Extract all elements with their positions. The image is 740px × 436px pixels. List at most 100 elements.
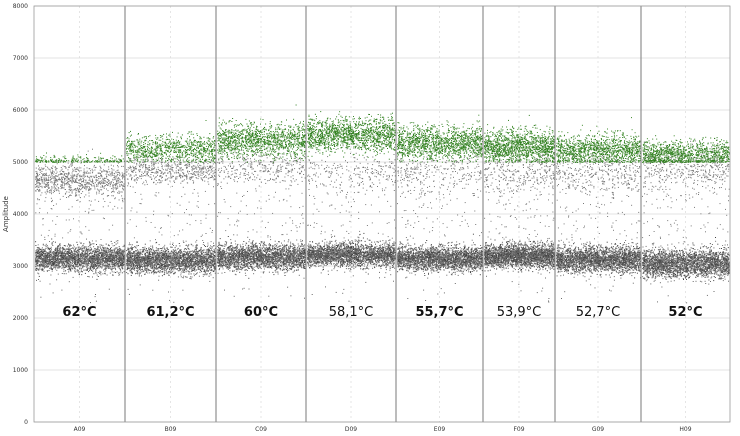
droplet-negative (104, 261, 106, 263)
droplet-mid (121, 197, 123, 199)
droplet-positive (94, 161, 96, 163)
droplet-negative (119, 274, 121, 276)
droplet-negative (99, 270, 101, 272)
droplet-negative (54, 261, 56, 263)
droplet-mid (108, 180, 110, 181)
droplet-mid (93, 176, 95, 178)
droplet-mid (84, 173, 86, 175)
droplet-mid (119, 181, 121, 183)
droplet-negative (55, 248, 57, 250)
droplet-positive (40, 156, 42, 158)
droplet-negative (68, 262, 69, 264)
droplet-negative (136, 252, 138, 254)
droplet-mid (71, 164, 73, 166)
droplet-rain (117, 207, 119, 209)
droplet-mid (39, 171, 41, 173)
droplet-mid (44, 180, 46, 182)
droplet-negative (52, 253, 54, 255)
droplet-negative (85, 261, 87, 263)
droplet-negative (74, 263, 76, 264)
droplet-negative (37, 262, 39, 264)
droplet-rain (68, 219, 70, 221)
droplet-mid (65, 178, 67, 180)
droplet-negative (109, 256, 111, 258)
droplet-mid (94, 169, 96, 171)
droplet-mid (111, 174, 113, 176)
droplet-positive (76, 160, 78, 162)
droplet-negative (109, 255, 111, 257)
droplet-rain (35, 212, 37, 214)
droplet-negative (88, 249, 90, 251)
droplet-negative (94, 248, 96, 250)
droplet-negative (175, 250, 177, 251)
droplet-mid (41, 180, 43, 182)
droplet-negative (101, 266, 103, 268)
droplet-negative (119, 258, 121, 260)
droplet-negative (61, 257, 63, 258)
droplet-rain (39, 199, 40, 201)
droplet-negative (99, 263, 101, 265)
droplet-negative (49, 260, 51, 262)
droplet-outlier (49, 283, 51, 285)
droplet-negative (119, 248, 121, 250)
droplet-mid (103, 186, 105, 188)
droplet-mid (38, 165, 39, 167)
droplet-mid (41, 167, 43, 169)
droplet-negative (41, 258, 43, 259)
droplet-negative (49, 251, 51, 253)
droplet-negative (118, 261, 120, 263)
droplet-negative (120, 258, 122, 260)
droplet-negative (81, 250, 83, 251)
droplet-negative (144, 273, 145, 275)
droplet-negative (39, 257, 41, 259)
droplet-mid (95, 175, 97, 177)
droplet-negative (192, 261, 194, 263)
droplet-mid (114, 205, 116, 207)
droplet-negative (138, 245, 139, 246)
droplet-mid (86, 170, 88, 172)
droplet-negative (36, 259, 37, 261)
droplet-mid (76, 173, 78, 175)
droplet-mid (55, 169, 57, 171)
droplet-negative (76, 270, 78, 272)
droplet-mid (54, 181, 55, 183)
droplet-negative (172, 255, 174, 256)
droplet-negative (201, 271, 203, 273)
droplet-negative (38, 264, 40, 266)
droplet-positive (116, 161, 118, 163)
droplet-negative (118, 254, 120, 256)
droplet-negative (35, 266, 37, 268)
droplet-negative (41, 265, 43, 267)
droplet-mid (113, 191, 115, 193)
droplet-mid (108, 195, 110, 197)
droplet-rain (80, 188, 82, 190)
droplet-negative (133, 264, 135, 266)
droplet-negative (90, 264, 92, 266)
droplet-positive (43, 155, 45, 156)
droplet-negative (115, 268, 116, 270)
droplet-negative (36, 260, 38, 262)
droplet-negative (183, 271, 185, 273)
droplet-negative (39, 249, 41, 250)
droplet-mid (62, 181, 64, 183)
droplet-negative (71, 256, 73, 258)
droplet-negative (190, 273, 192, 275)
droplet-negative (72, 254, 74, 256)
droplet-mid (98, 173, 100, 174)
droplet-negative (203, 264, 205, 266)
droplet-mid (92, 179, 93, 181)
droplet-mid (67, 162, 69, 164)
droplet-rain (80, 242, 81, 244)
droplet-mid (47, 175, 49, 177)
droplet-negative (128, 244, 130, 246)
droplet-mid (94, 182, 96, 184)
droplet-negative (136, 252, 138, 253)
droplet-mid (35, 179, 37, 181)
droplet-negative (95, 269, 96, 271)
droplet-negative (41, 264, 43, 266)
droplet-negative (179, 264, 181, 266)
droplet-negative (102, 259, 104, 260)
droplet-mid (90, 200, 92, 202)
droplet-negative (183, 268, 185, 270)
droplet-negative (91, 255, 93, 256)
